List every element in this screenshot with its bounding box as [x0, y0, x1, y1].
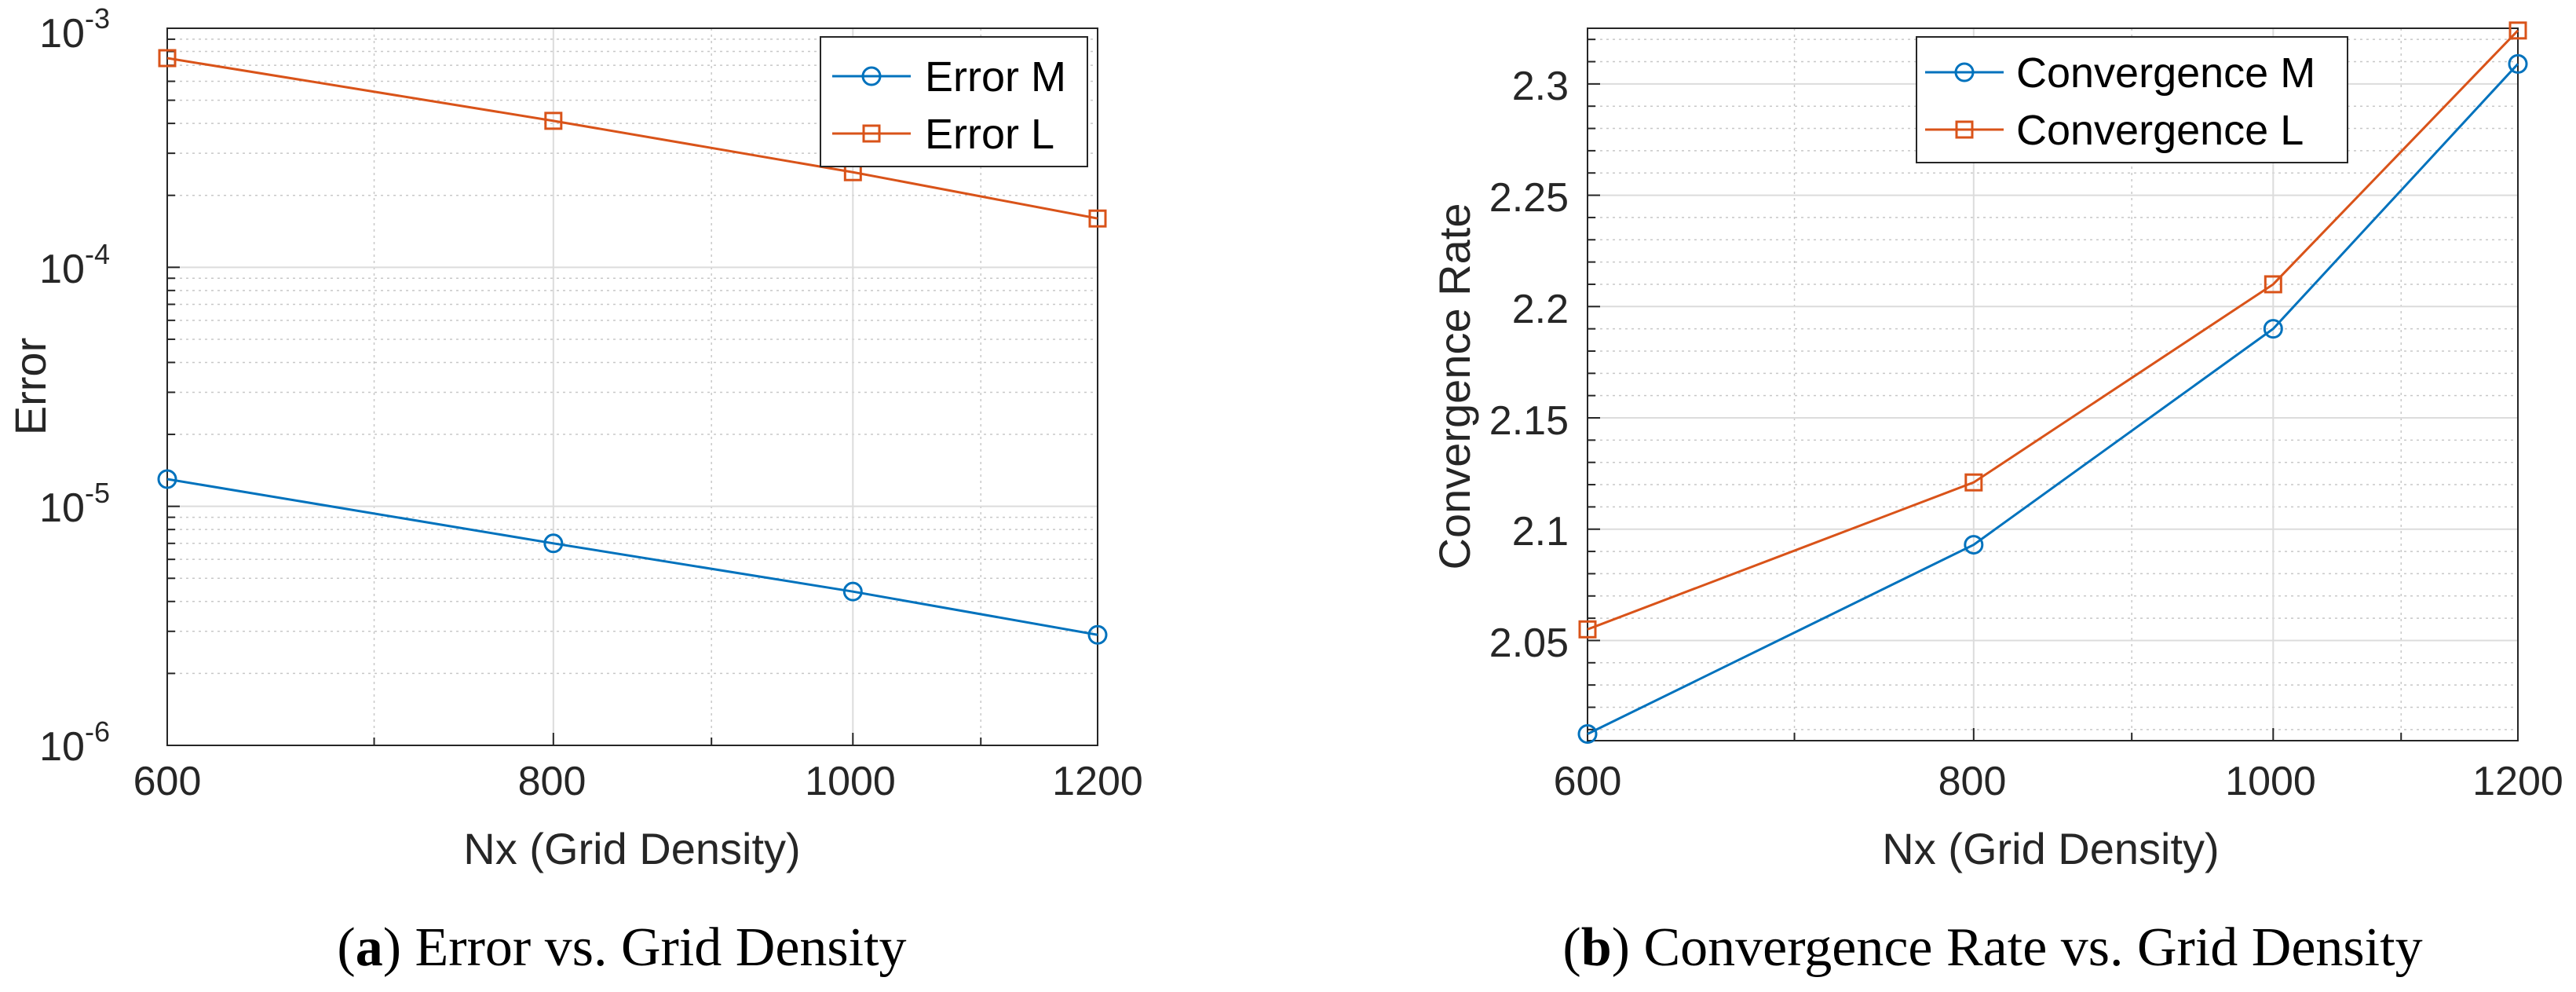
- a-xtick-label: 800: [518, 759, 586, 804]
- a-tick-marks: [166, 27, 1098, 746]
- b-point-convergence-l: [2264, 275, 2282, 294]
- b-legend: Convergence M Convergence L: [1916, 36, 2348, 163]
- b-tick-marks: [1587, 38, 2519, 741]
- a-point-error-l: [544, 112, 563, 130]
- b-legend-label-convergence-m: Convergence M: [2016, 49, 2315, 97]
- b-line-convergence-l: [1587, 29, 2519, 631]
- b-point-convergence-l: [1578, 620, 1597, 639]
- b-legend-label-convergence-l: Convergence L: [2016, 107, 2304, 154]
- a-line-error-m: [166, 478, 1098, 636]
- a-legend-marker-error-m: [861, 66, 882, 86]
- a-legend-marker-error-l: [862, 124, 881, 143]
- b-series-group: [1577, 21, 2528, 744]
- b-point-convergence-m: [1964, 535, 1984, 555]
- b-ytick-label: 2.3: [1512, 64, 1569, 109]
- b-legend-marker-convergence-m: [1954, 62, 1975, 82]
- b-ytick-label: 2.15: [1489, 398, 1569, 444]
- b-line-convergence-m: [1587, 63, 2519, 735]
- a-point-error-l: [1088, 209, 1107, 228]
- a-legend-box: [820, 36, 1088, 167]
- b-caption: (b) Convergence Rate vs. Grid Density: [1562, 917, 2422, 978]
- a-y-axis-label: Error: [5, 338, 55, 435]
- b-plot-frame: [1587, 27, 2519, 741]
- a-point-error-l: [158, 49, 177, 68]
- a-legend-label-error-l: Error L: [925, 111, 1054, 158]
- a-xtick-label: 1200: [1052, 759, 1143, 804]
- b-point-convergence-m: [2263, 319, 2283, 339]
- a-point-error-m: [842, 581, 863, 602]
- a-caption: (a) Error vs. Grid Density: [337, 917, 906, 978]
- a-xtick-label: 600: [133, 759, 202, 804]
- b-ytick-label: 2.2: [1512, 287, 1569, 332]
- a-ytick-label: 10-4: [39, 238, 110, 292]
- panel-b-convergence-chart: 600 800 1000 1200 2.05 2.1 2.15 2.2 2.25…: [1430, 21, 2563, 978]
- a-legend-label-error-m: Error M: [925, 53, 1066, 101]
- b-x-axis-label: Nx (Grid Density): [1882, 824, 2219, 873]
- a-ytick-label: 10-5: [39, 477, 110, 531]
- b-xtick-label: 1200: [2472, 759, 2563, 804]
- panel-a-error-chart: 600 800 1000 1200 10-6 10-5 10-4 10-3 Nx…: [5, 2, 1143, 978]
- b-point-convergence-m: [1577, 723, 1598, 744]
- a-ytick-label: 10-6: [39, 716, 110, 770]
- a-line-error-l: [166, 57, 1098, 220]
- b-legend-box: [1916, 36, 2348, 163]
- b-point-convergence-l: [2508, 21, 2527, 40]
- a-legend: Error M Error L: [820, 36, 1088, 167]
- b-xtick-label: 800: [1938, 759, 2007, 804]
- b-point-convergence-l: [1964, 473, 1983, 492]
- a-xtick-label: 1000: [805, 759, 896, 804]
- b-xtick-label: 600: [1554, 759, 1622, 804]
- b-ytick-label: 2.1: [1512, 509, 1569, 555]
- b-legend-marker-convergence-l: [1955, 120, 1974, 139]
- a-x-axis-label: Nx (Grid Density): [463, 824, 800, 873]
- b-point-convergence-m: [2508, 53, 2528, 74]
- b-ytick-label: 2.05: [1489, 620, 1569, 666]
- a-plot-frame: [166, 27, 1098, 746]
- a-point-error-m: [1087, 624, 1108, 645]
- b-y-axis-label: Convergence Rate: [1430, 203, 1479, 570]
- b-xtick-label: 1000: [2225, 759, 2316, 804]
- a-ytick-label: 10-3: [39, 2, 110, 57]
- a-point-error-m: [543, 533, 564, 554]
- a-series-group: [157, 49, 1108, 645]
- b-ytick-label: 2.25: [1489, 175, 1569, 221]
- a-point-error-m: [157, 469, 177, 489]
